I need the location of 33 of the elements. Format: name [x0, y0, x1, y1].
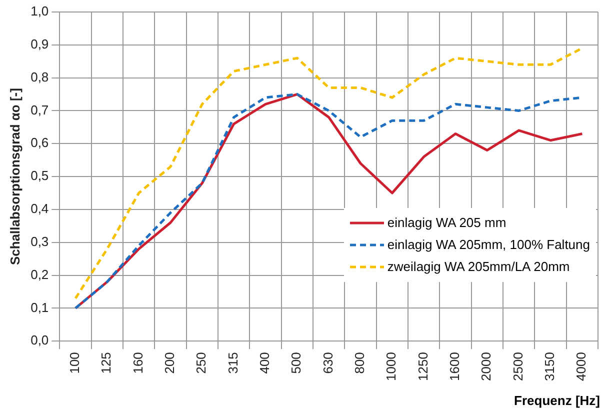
x-tick-label: 315	[225, 352, 240, 374]
y-tick-label: 0,7	[30, 102, 49, 118]
x-tick-label: 800	[352, 352, 368, 374]
x-tick-label: 2500	[510, 352, 526, 381]
x-tick-label: 250	[194, 352, 209, 374]
x-tick-label: 1250	[415, 352, 430, 381]
y-axis-title: Schallabsorptionsgrad αo [-]	[7, 88, 22, 266]
y-tick-label: 0,6	[30, 135, 49, 150]
x-tick-label: 1600	[447, 352, 462, 381]
x-tick-label: 630	[320, 352, 336, 374]
x-tick-label: 125	[98, 352, 114, 374]
x-tick-label: 500	[288, 352, 304, 374]
x-tick-label: 3150	[542, 352, 558, 381]
x-tick-label: 4000	[574, 352, 589, 381]
legend-label: zweilagig WA 205mm/LA 20mm	[387, 258, 570, 276]
x-tick-label: 100	[67, 352, 82, 374]
y-tick-label: 0,3	[30, 234, 49, 249]
x-tick-label: 1000	[384, 352, 399, 381]
legend-label: einlagig WA 205mm, 100% Faltung	[387, 236, 590, 254]
legend-label: einlagig WA 205 mm	[387, 214, 506, 232]
y-tick-label: 0,8	[30, 69, 49, 84]
y-tick-label: 0,9	[30, 36, 49, 52]
x-tick-label: 160	[130, 352, 146, 374]
y-tick-label: 0,4	[30, 201, 49, 216]
x-tick-label: 2000	[478, 352, 494, 381]
y-tick-label: 1,0	[30, 4, 49, 19]
x-tick-label: 200	[162, 352, 178, 374]
x-tick-label: 400	[257, 352, 272, 374]
x-axis-title: Frequenz [Hz]	[514, 393, 600, 408]
y-tick-label: 0,0	[30, 332, 49, 348]
y-tick-label: 0,2	[30, 266, 49, 282]
y-tick-label: 0,5	[30, 168, 49, 184]
y-tick-label: 0,1	[30, 300, 49, 315]
